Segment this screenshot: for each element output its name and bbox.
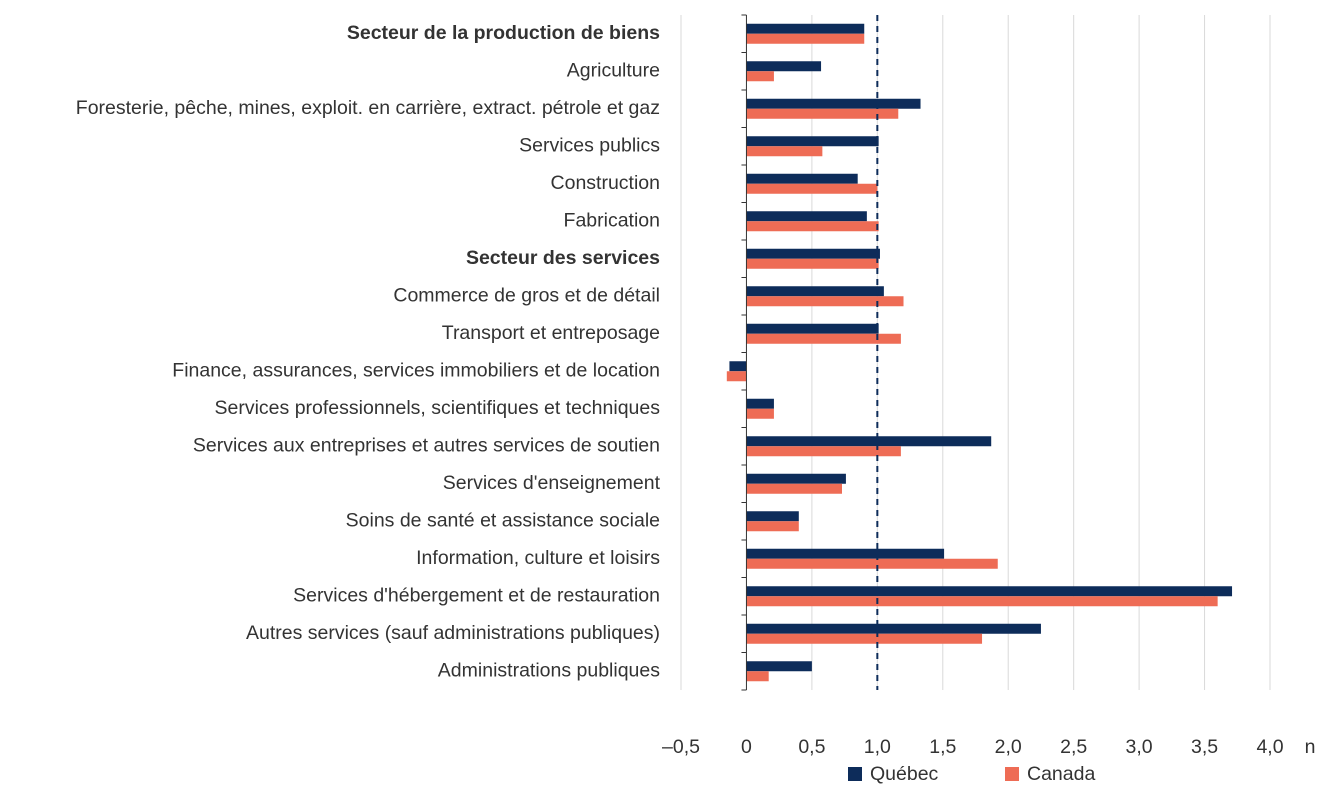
y-tick-label: Agriculture bbox=[567, 59, 660, 81]
bar bbox=[746, 511, 799, 522]
bar bbox=[746, 323, 879, 334]
y-tick-label: Transport et entreposage bbox=[442, 322, 660, 344]
x-tick-label: 3,0 bbox=[1126, 736, 1153, 758]
bar bbox=[746, 623, 1041, 634]
y-tick-label: Soins de santé et assistance sociale bbox=[346, 509, 660, 531]
bar bbox=[746, 173, 858, 184]
bar bbox=[746, 296, 904, 307]
legend-label: Canada bbox=[1027, 763, 1095, 785]
bar bbox=[746, 586, 1233, 597]
bar bbox=[746, 211, 867, 222]
bar bbox=[746, 33, 865, 44]
bar bbox=[726, 371, 747, 382]
bar bbox=[729, 361, 747, 372]
bar bbox=[746, 446, 901, 457]
legend-swatch bbox=[1005, 767, 1019, 781]
bar bbox=[746, 98, 921, 109]
bar bbox=[746, 146, 823, 157]
y-tick-label: Foresterie, pêche, mines, exploit. en ca… bbox=[76, 97, 660, 119]
x-tick-label: 4,0 bbox=[1256, 736, 1283, 758]
bar bbox=[746, 398, 774, 409]
bar bbox=[746, 61, 822, 72]
y-tick-label: Services d'hébergement et de restauratio… bbox=[293, 584, 660, 606]
x-tick-label: 2,0 bbox=[995, 736, 1022, 758]
legend-label: Québec bbox=[870, 763, 939, 785]
bar bbox=[746, 183, 878, 194]
bar bbox=[746, 436, 992, 447]
y-tick-label: Services professionnels, scientifiques e… bbox=[215, 397, 661, 419]
bar bbox=[746, 108, 899, 119]
bar bbox=[746, 221, 879, 232]
y-tick-label: Services publics bbox=[519, 134, 660, 156]
bar bbox=[746, 596, 1218, 607]
y-tick-label: Secteur de la production de biens bbox=[347, 22, 660, 44]
bar bbox=[746, 633, 983, 644]
bar bbox=[746, 71, 774, 82]
y-tick-label: Services d'enseignement bbox=[443, 472, 661, 494]
bar bbox=[746, 661, 812, 672]
x-tick-label: 1,0 bbox=[864, 736, 891, 758]
y-tick-label: Services aux entreprises et autres servi… bbox=[193, 434, 660, 456]
bar bbox=[746, 483, 842, 494]
bar bbox=[746, 248, 880, 259]
legend-swatch bbox=[848, 767, 862, 781]
x-tick-label: –0,5 bbox=[662, 736, 700, 758]
x-tick-label: 1,5 bbox=[929, 736, 956, 758]
bar bbox=[746, 333, 901, 344]
x-tick-label: 0 bbox=[741, 736, 752, 758]
bar bbox=[746, 258, 879, 269]
y-tick-label: Fabrication bbox=[564, 209, 660, 231]
x-tick-label: 3,5 bbox=[1191, 736, 1218, 758]
y-tick-label: Administrations publiques bbox=[438, 659, 660, 681]
bar bbox=[746, 473, 846, 484]
bar bbox=[746, 286, 884, 297]
y-tick-label: Construction bbox=[551, 172, 660, 194]
y-tick-label: Commerce de gros et de détail bbox=[393, 284, 660, 306]
bar bbox=[746, 521, 799, 532]
bar bbox=[746, 558, 998, 569]
bar bbox=[746, 136, 879, 147]
y-tick-label: Information, culture et loisirs bbox=[416, 547, 660, 569]
x-tick-label: 2,5 bbox=[1060, 736, 1087, 758]
bar bbox=[746, 408, 774, 419]
y-tick-label: Finance, assurances, services immobilier… bbox=[172, 359, 660, 381]
y-tick-label: Autres services (sauf administrations pu… bbox=[246, 622, 660, 644]
bar bbox=[746, 548, 945, 559]
x-axis-label: n bbox=[1305, 736, 1316, 758]
x-tick-label: 0,5 bbox=[798, 736, 825, 758]
bar bbox=[746, 671, 769, 682]
y-tick-label: Secteur des services bbox=[466, 247, 660, 269]
bar bbox=[746, 23, 865, 34]
